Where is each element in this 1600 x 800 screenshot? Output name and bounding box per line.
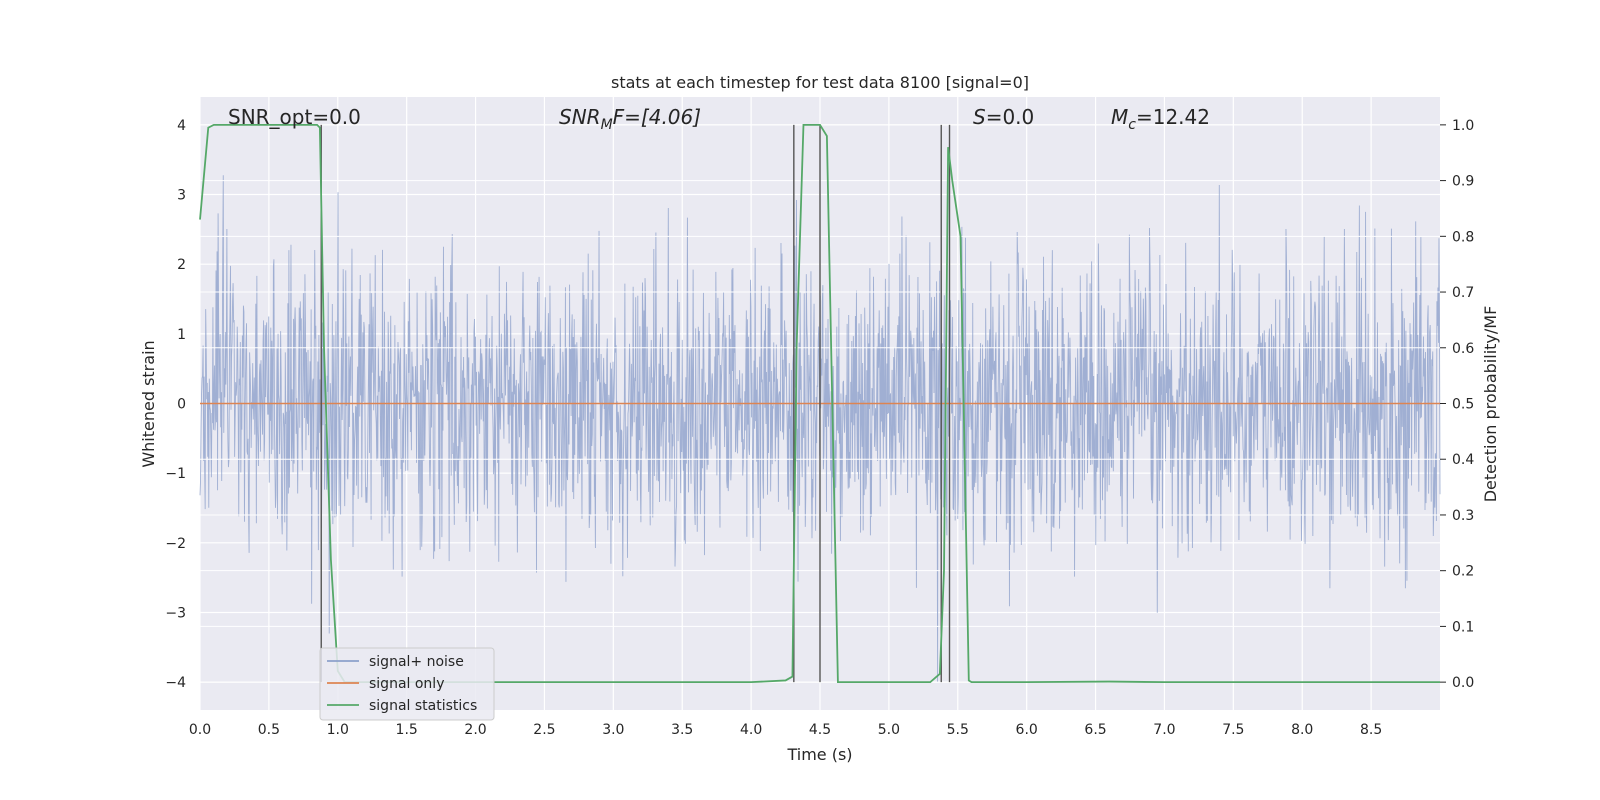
- mc-tail: =12.42: [1136, 105, 1210, 129]
- x-tick-label: 4.5: [809, 722, 831, 738]
- y-right-tick-label: 0.0: [1452, 675, 1474, 691]
- legend-box: [319, 647, 495, 721]
- annotation-snr-opt: SNR_opt=0.0: [228, 105, 361, 129]
- y-right-tick-label: 0.6: [1452, 341, 1474, 357]
- x-tick-label: 7.0: [1153, 722, 1175, 738]
- x-axis-label: Time (s): [786, 745, 852, 764]
- x-tick-label: 4.0: [740, 722, 762, 738]
- x-tick-label: 2.0: [464, 722, 486, 738]
- y-left-tick-label: −1: [165, 466, 186, 482]
- x-tick-label: 6.0: [1016, 722, 1038, 738]
- snr-mf-italic: SNR: [559, 105, 601, 129]
- x-tick-label: 2.5: [533, 722, 555, 738]
- annotation-mc: Mc=12.42: [1111, 105, 1210, 133]
- y-right-tick-label: 1.0: [1452, 118, 1474, 134]
- series-signal-statistics: [199, 123, 1440, 684]
- x-tick-label: 7.5: [1222, 722, 1244, 738]
- y-left-tick-label: −3: [165, 605, 186, 621]
- legend: signal+ noise signal only signal statist…: [319, 647, 495, 721]
- legend-label-signal-statistics: signal statistics: [369, 698, 477, 714]
- y-right-tick-label: 0.5: [1452, 397, 1474, 413]
- legend-label-signal-noise: signal+ noise: [369, 654, 464, 670]
- y-right-tick-label: 0.1: [1452, 619, 1474, 635]
- annotation-s: S=0.0: [973, 105, 1034, 129]
- x-tick-label: 3.5: [671, 722, 693, 738]
- y-right-tick-label: 0.2: [1452, 564, 1474, 580]
- y-left-tick-label: 4: [177, 118, 186, 134]
- y-axis-label-left: Whitened strain: [139, 340, 158, 467]
- s-tail: =0.0: [986, 105, 1035, 129]
- y-right-tick-label: 0.4: [1452, 452, 1474, 468]
- ticks: 0.0 0.5 1.0 1.5 2.0 2.5 3.0 3.5 4.0 4.5 5.0 5.5 6.0 6…: [165, 118, 1474, 738]
- y-left-tick-label: −4: [165, 675, 186, 691]
- x-tick-label: 3.0: [602, 722, 624, 738]
- y-left-tick-label: −2: [165, 536, 186, 552]
- x-tick-label: 5.0: [878, 722, 900, 738]
- mc-sub: c: [1128, 117, 1136, 133]
- snr-mf-tail: F=[4.06]: [613, 105, 701, 129]
- x-tick-label: 5.5: [947, 722, 969, 738]
- y-right-tick-label: 0.7: [1452, 285, 1474, 301]
- legend-label-signal-only: signal only: [369, 676, 444, 692]
- annotation-snr-mf: SNRMF=[4.06]: [559, 105, 701, 133]
- x-tick-label: 1.5: [396, 722, 418, 738]
- y-axis-label-right: Detection probability/MF: [1481, 306, 1500, 503]
- mc-italic: M: [1111, 105, 1128, 129]
- s-italic: S: [973, 105, 986, 129]
- y-left-tick-label: 2: [177, 257, 186, 273]
- y-right-tick-label: 0.9: [1452, 174, 1474, 190]
- x-tick-label: 0.5: [258, 722, 280, 738]
- y-left-tick-label: 0: [177, 397, 186, 413]
- x-tick-label: 0.0: [189, 722, 211, 738]
- chart-title: stats at each timestep for test data 810…: [611, 73, 1029, 92]
- x-tick-label: 8.0: [1291, 722, 1313, 738]
- x-tick-label: 6.5: [1084, 722, 1106, 738]
- y-left-tick-label: 3: [177, 188, 186, 204]
- x-tick-label: 8.5: [1360, 722, 1382, 738]
- y-left-tick-label: 1: [177, 327, 186, 343]
- plot-layer: [199, 123, 1441, 684]
- x-tick-label: 1.0: [327, 722, 349, 738]
- snr-mf-sub: M: [601, 117, 613, 133]
- y-right-tick-label: 0.8: [1452, 229, 1474, 245]
- y-right-tick-label: 0.3: [1452, 508, 1474, 524]
